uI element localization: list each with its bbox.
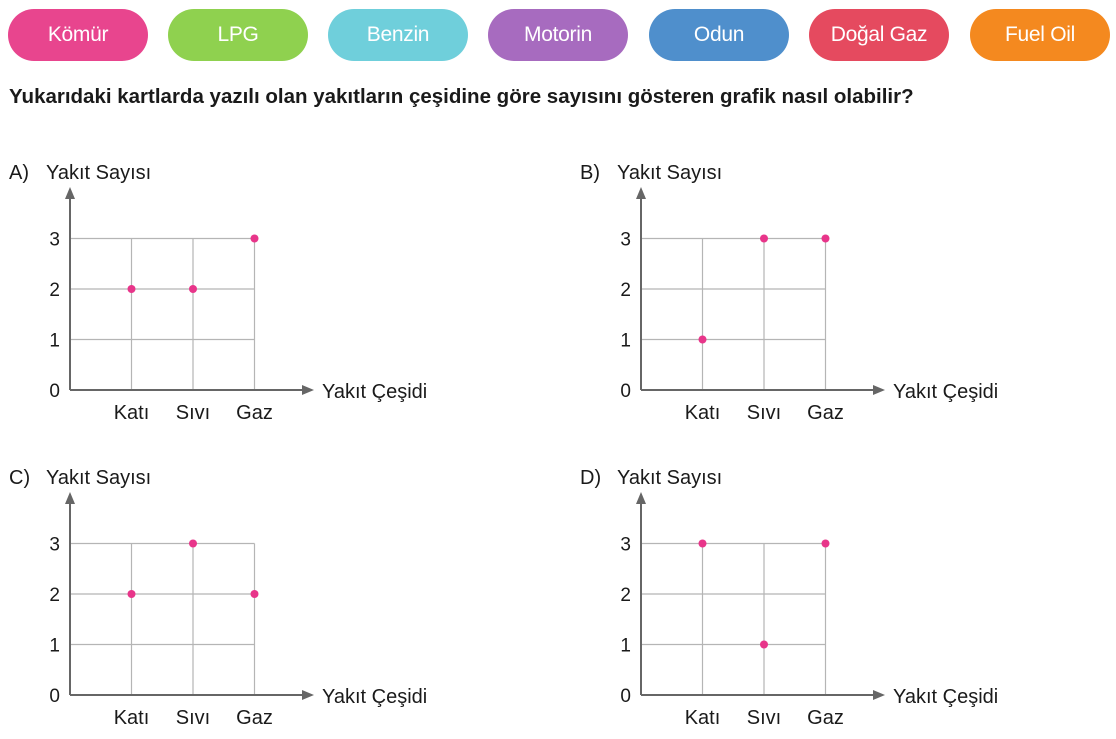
data-point (189, 285, 197, 293)
x-tick-label: Gaz (807, 402, 844, 424)
y-tick-label: 3 (620, 230, 631, 251)
fuel-card-lpg: LPG (168, 9, 308, 61)
y-tick-label: 3 (620, 535, 631, 556)
x-tick-label: Sıvı (176, 707, 210, 729)
y-tick-label: 3 (49, 230, 60, 251)
option-label: C) (9, 467, 30, 489)
y-axis-title: Yakıt Sayısı (617, 467, 722, 489)
y-tick-label: 1 (49, 331, 60, 352)
x-tick-label: Sıvı (747, 402, 781, 424)
data-point (127, 590, 136, 598)
data-point (821, 539, 830, 548)
data-point (250, 234, 259, 243)
x-tick-label: Katı (685, 402, 721, 424)
chart-b: 0 1 2 3 Katı Sıvı Gaz B) Yakıt Sayısı Yakıt Çeşid… (580, 162, 998, 424)
x-axis-title: Yakıt Çeşidi (322, 686, 427, 708)
data-point (698, 335, 707, 344)
fuel-card-benzin: Benzin (328, 9, 468, 61)
y-tick-label: 0 (620, 686, 631, 707)
x-axis-arrow (302, 385, 314, 395)
data-point (821, 234, 830, 243)
fuel-cards: Kömür LPG Benzin Motorin Odun Doğal Gaz … (8, 9, 1112, 61)
option-label: D) (580, 467, 601, 489)
data-point (760, 640, 768, 649)
y-axis-arrow (636, 187, 646, 199)
option-label: A) (9, 162, 29, 184)
y-tick-label: 1 (620, 636, 631, 657)
x-axis-arrow (873, 385, 885, 395)
x-tick-label: Katı (114, 402, 150, 424)
y-axis-arrow (65, 492, 75, 504)
y-axis-title: Yakıt Sayısı (46, 467, 151, 489)
y-tick-label: 0 (49, 686, 60, 707)
data-point (760, 234, 768, 243)
x-axis-title: Yakıt Çeşidi (893, 686, 998, 708)
x-tick-label: Katı (685, 707, 721, 729)
chart-d: 0 1 2 3 Katı Sıvı Gaz D) Yakıt Sayısı Yakıt Çeşid… (580, 467, 998, 729)
y-axis-arrow (636, 492, 646, 504)
y-tick-label: 2 (49, 585, 60, 606)
y-tick-label: 1 (49, 636, 60, 657)
x-axis-arrow (302, 690, 314, 700)
y-tick-label: 3 (49, 535, 60, 556)
y-tick-label: 2 (49, 280, 60, 301)
fuel-card-komur: Kömür (8, 9, 148, 61)
x-tick-label: Sıvı (176, 402, 210, 424)
fuel-card-motorin: Motorin (488, 9, 628, 61)
x-tick-label: Gaz (236, 402, 273, 424)
fuel-card-odun: Odun (649, 9, 789, 61)
fuel-card-fuel-oil: Fuel Oil (970, 9, 1110, 61)
question-text: Yukarıdaki kartlarda yazılı olan yakıtla… (9, 85, 914, 108)
x-tick-label: Gaz (236, 707, 273, 729)
x-axis-title: Yakıt Çeşidi (322, 381, 427, 403)
y-axis-title: Yakıt Sayısı (46, 162, 151, 184)
y-axis-title: Yakıt Sayısı (617, 162, 722, 184)
option-label: B) (580, 162, 600, 184)
y-tick-label: 2 (620, 280, 631, 301)
y-tick-label: 2 (620, 585, 631, 606)
x-tick-label: Gaz (807, 707, 844, 729)
data-point (698, 539, 707, 548)
fuel-card-dogal-gaz: Doğal Gaz (809, 9, 949, 61)
chart-a: 0 1 2 3 Katı Sıvı Gaz A) Yakıt Sayısı Yakıt Çeşid… (9, 162, 427, 424)
y-tick-label: 0 (620, 381, 631, 402)
x-tick-label: Katı (114, 707, 150, 729)
data-point (250, 590, 259, 598)
y-tick-label: 1 (620, 331, 631, 352)
y-tick-label: 0 (49, 381, 60, 402)
x-axis-arrow (873, 690, 885, 700)
x-axis-title: Yakıt Çeşidi (893, 381, 998, 403)
chart-c: 0 1 2 3 Katı Sıvı Gaz C) Yakıt Sayısı Yakıt Çeşid… (9, 467, 427, 729)
data-point (189, 539, 197, 548)
data-point (127, 285, 136, 293)
y-axis-arrow (65, 187, 75, 199)
x-tick-label: Sıvı (747, 707, 781, 729)
